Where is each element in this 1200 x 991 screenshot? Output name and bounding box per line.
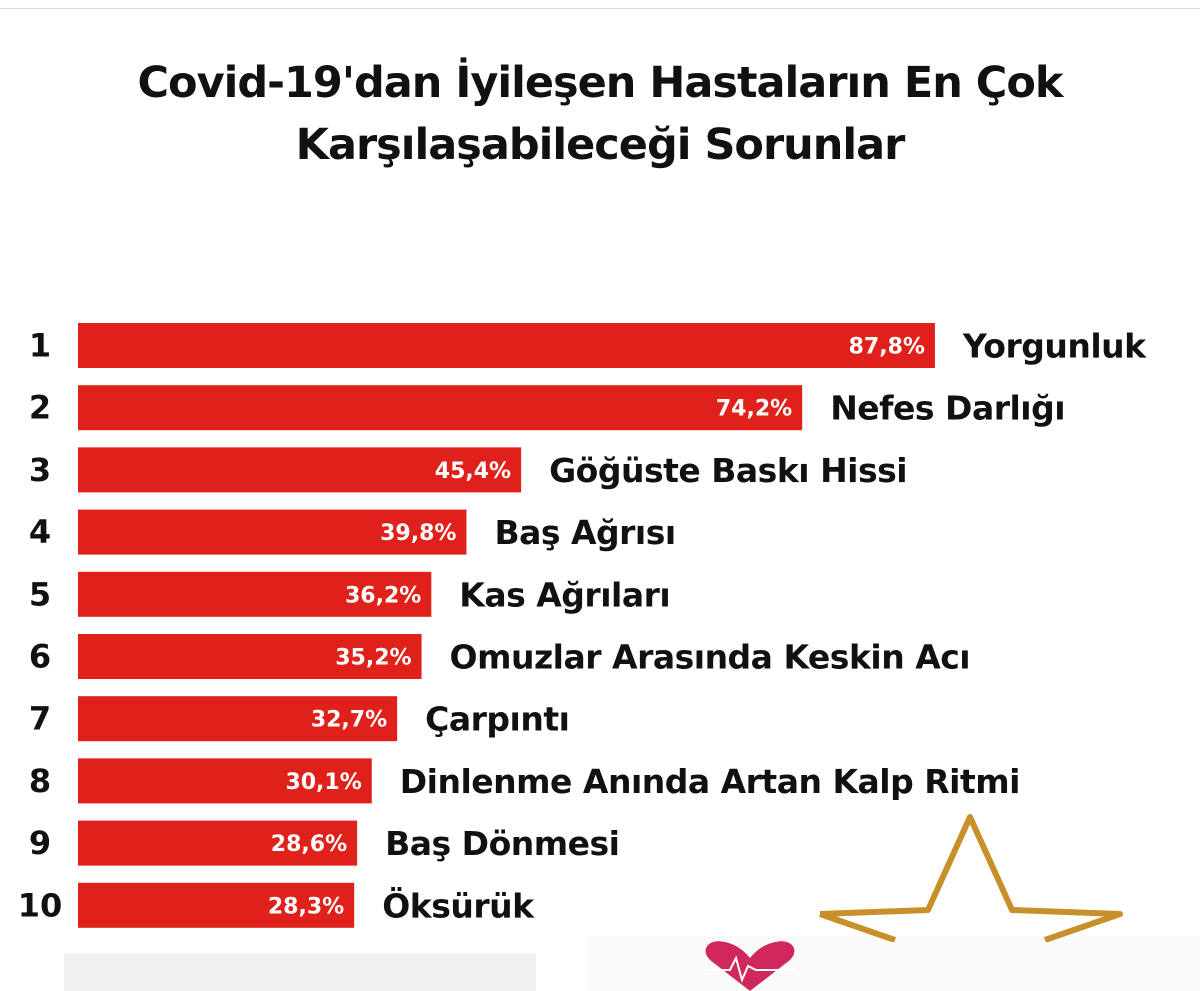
bottom-image-left [64, 953, 536, 991]
top-divider [0, 8, 1200, 9]
category-label: Baş Dönmesi [385, 824, 619, 863]
rank-label: 9 [29, 824, 51, 862]
value-label: 87,8% [849, 335, 925, 360]
bar [78, 634, 422, 679]
chart-title: Covid-19'dan İyileşen Hastaların En Çok … [0, 52, 1200, 176]
category-label: Nefes Darlığı [830, 389, 1065, 428]
bar [78, 509, 467, 555]
rank-label: 8 [29, 762, 51, 800]
category-label: Yorgunluk [962, 327, 1147, 366]
value-label: 28,3% [268, 894, 344, 919]
value-label: 36,2% [345, 583, 421, 608]
category-label: Kas Ağrıları [459, 575, 670, 614]
rank-label: 5 [29, 575, 51, 613]
category-label: Öksürük [382, 885, 535, 925]
bar [78, 323, 935, 368]
rank-label: 1 [29, 327, 51, 365]
bar [78, 820, 358, 866]
star-outline-icon [819, 814, 1123, 942]
value-label: 45,4% [435, 459, 511, 484]
rank-label: 4 [29, 513, 51, 551]
value-label: 30,1% [285, 770, 361, 795]
value-label: 39,8% [380, 521, 456, 546]
bar [78, 385, 803, 431]
value-label: 35,2% [335, 646, 411, 671]
bar [78, 882, 355, 928]
rank-label: 6 [29, 638, 51, 676]
category-label: Göğüste Baskı Hissi [549, 451, 907, 490]
value-label: 28,6% [271, 832, 347, 857]
bar [78, 447, 522, 493]
value-label: 74,2% [716, 397, 792, 422]
category-label: Baş Ağrısı [494, 513, 675, 552]
category-label: Omuzlar Arasında Keskin Acı [450, 638, 971, 677]
rank-label: 2 [29, 389, 51, 427]
chart-title-line-2: Karşılaşabileceği Sorunlar [295, 120, 906, 170]
bottom-image-right [588, 936, 1200, 991]
rank-label: 3 [29, 451, 51, 489]
bar [78, 696, 398, 742]
category-label: Dinlenme Anında Artan Kalp Ritmi [400, 762, 1020, 801]
rank-label: 10 [18, 886, 63, 924]
rank-label: 7 [29, 700, 51, 738]
category-label: Çarpıntı [425, 700, 569, 739]
bar [78, 758, 372, 804]
chart-title-line-1: Covid-19'dan İyileşen Hastaların En Çok [137, 58, 1064, 108]
value-label: 32,7% [311, 708, 387, 733]
heart-ecg-icon [705, 941, 795, 991]
bar [78, 571, 432, 617]
